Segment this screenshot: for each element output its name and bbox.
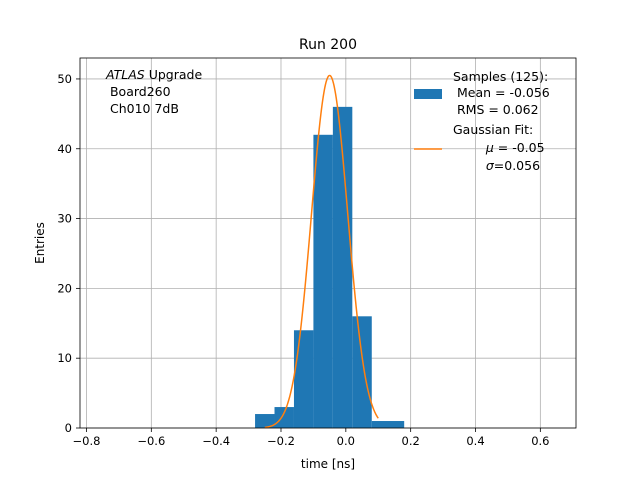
x-tick-label: 0.6 xyxy=(531,434,549,448)
legend-sigma-symbol: σ xyxy=(486,158,495,173)
legend-mu-symbol: μ xyxy=(485,140,494,155)
x-axis-label: time [ns] xyxy=(301,457,355,471)
histogram-bar xyxy=(293,330,314,428)
histogram-bars xyxy=(255,106,405,429)
gaussian-fit-curve xyxy=(264,74,379,429)
upgrade-label: Upgrade xyxy=(145,67,203,82)
x-tick-label: −0.4 xyxy=(202,434,230,448)
x-tick-label: 0.0 xyxy=(337,434,355,448)
y-tick-label: 0 xyxy=(65,421,72,435)
legend-fit-sigma: σ=0.056 xyxy=(458,158,560,173)
x-tick-label: −0.8 xyxy=(73,434,101,448)
chart-title: Run 200 xyxy=(299,37,357,53)
y-tick-label: 10 xyxy=(57,351,72,365)
atlas-annotation-board: Board260 xyxy=(106,84,171,99)
histogram-bar xyxy=(371,421,405,428)
y-tick-label: 30 xyxy=(57,212,72,226)
legend-mu-value: = -0.05 xyxy=(494,140,545,155)
axis-ticks: −0.8 −0.6 −0.4 −0.2 0.0 0.2 0.4 0.6 0 10 20 30 40 50 xyxy=(57,72,549,448)
histogram-bar xyxy=(255,414,275,428)
plot-frame xyxy=(79,57,577,429)
histogram-bar xyxy=(332,106,353,429)
x-tick-label: −0.6 xyxy=(137,434,165,448)
y-tick-label: 40 xyxy=(57,142,72,156)
atlas-label: ATLAS xyxy=(105,67,145,82)
legend-histogram-mean: Mean = -0.056 xyxy=(453,85,550,100)
legend-fit-mu: μ = -0.05 xyxy=(458,140,564,155)
legend-sigma-value: =0.056 xyxy=(494,158,540,173)
x-tick-label: 0.4 xyxy=(466,434,484,448)
atlas-annotation-channel: Ch010 7dB xyxy=(106,101,179,116)
legend-histogram-swatch xyxy=(414,89,442,99)
x-tick-label: 0.2 xyxy=(402,434,420,448)
y-axis-label: Entries xyxy=(33,222,47,264)
histogram-bar xyxy=(352,316,372,428)
legend-histogram-rms: RMS = 0.062 xyxy=(453,102,539,117)
histogram-bar xyxy=(313,134,333,428)
legend: Samples (125): Mean = -0.056 RMS = 0.062… xyxy=(414,69,564,173)
atlas-annotation-line1: ATLAS Upgrade xyxy=(105,67,202,82)
legend-fit-name: Gaussian Fit: xyxy=(453,122,533,137)
y-tick-label: 20 xyxy=(57,281,72,295)
y-tick-label: 50 xyxy=(57,72,72,86)
histogram-bar xyxy=(274,407,294,428)
x-tick-label: −0.2 xyxy=(267,434,295,448)
legend-histogram-name: Samples (125): xyxy=(453,69,548,84)
